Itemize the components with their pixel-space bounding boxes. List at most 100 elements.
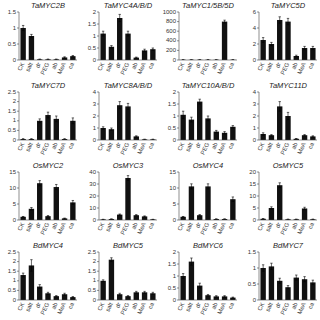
bar: [109, 129, 114, 140]
y-tick-label: 1.5: [168, 261, 177, 267]
subplot-title: OsMYC5: [273, 161, 304, 170]
error-bar: [199, 283, 201, 288]
error-bar: [232, 197, 234, 201]
subplot: BdMYC500.511.522.5CKsaltdrPEGabMeAca: [88, 241, 157, 316]
y-tick-label: 10: [249, 193, 256, 199]
bar: [29, 36, 34, 60]
y-tick-label: 15: [249, 181, 256, 187]
bar: [20, 275, 25, 300]
x-axis: [259, 140, 317, 141]
error-bar: [295, 55, 297, 57]
bar: [37, 121, 42, 140]
bar: [134, 292, 139, 300]
error-bar: [135, 291, 137, 293]
marks: [260, 17, 315, 60]
x-axis: [259, 220, 317, 221]
error-bar: [152, 292, 154, 294]
subplot-title: TaMYC11D: [269, 81, 308, 90]
error-bar: [72, 56, 74, 57]
x-tick-label: MeA: [136, 302, 147, 316]
error-bar: [270, 42, 272, 45]
error-bar: [312, 136, 314, 137]
y-tick-label: 2: [173, 89, 177, 95]
y-axis: [259, 12, 260, 60]
bar: [269, 44, 274, 60]
x-tick-label: ca: [307, 221, 315, 230]
marks: [260, 102, 315, 140]
y-tick-label: 6: [253, 9, 257, 15]
bar: [20, 28, 25, 60]
x-tick-label: ca: [147, 61, 155, 70]
y-tick-label: 2: [93, 9, 97, 15]
error-bar: [135, 136, 137, 137]
x-tick-label: salt: [104, 221, 114, 232]
error-bar: [303, 207, 305, 209]
bar: [180, 217, 185, 220]
bar: [302, 279, 307, 300]
y-tick-label: 0: [253, 297, 257, 303]
y-tick-label: 4: [253, 25, 257, 31]
y-axis: [99, 252, 100, 300]
bar: [205, 295, 210, 300]
subplot: BdMYC400.511.522.5CKsaltdrPEGabMeAca: [8, 241, 77, 316]
error-bar: [22, 216, 24, 218]
bar: [230, 127, 235, 140]
x-axis: [99, 140, 157, 141]
bar: [117, 215, 122, 220]
y-axis: [179, 172, 180, 220]
bar: [222, 296, 227, 300]
y-tick-label: 1.5: [168, 101, 177, 107]
bar: [214, 296, 219, 300]
error-bar: [110, 128, 112, 130]
y-tick-label: 1: [93, 125, 97, 131]
bar: [20, 217, 25, 220]
error-bar: [127, 296, 129, 297]
bar: [310, 136, 315, 140]
y-tick-label: 4: [93, 89, 97, 95]
error-bar: [215, 130, 217, 132]
x-tick-label: ca: [307, 141, 315, 150]
x-tick-label: salt: [264, 221, 274, 232]
x-tick-label: salt: [24, 141, 34, 152]
x-tick-label: ca: [307, 61, 315, 70]
y-axis: [99, 12, 100, 60]
error-bar: [262, 133, 264, 135]
marks: [260, 263, 315, 300]
error-bar: [127, 31, 129, 36]
bar: [260, 40, 265, 60]
x-tick-label: ca: [67, 301, 75, 310]
error-bar: [207, 294, 209, 295]
y-axis: [19, 92, 20, 140]
x-tick-label: salt: [184, 141, 194, 152]
error-bar: [135, 215, 137, 216]
marks: [100, 258, 155, 300]
y-tick-label: 0: [93, 137, 97, 143]
subplot: TaMYC1/5B/5D02004006008001000CKsaltdrPEG…: [163, 1, 237, 76]
x-tick-label: salt: [104, 61, 114, 72]
error-bar: [152, 48, 154, 50]
y-tick-label: 0.5: [248, 281, 257, 287]
error-bar: [279, 183, 281, 188]
error-bar: [72, 297, 74, 298]
error-bar: [199, 215, 201, 216]
x-tick-label: PEG: [200, 141, 211, 155]
x-tick-label: ca: [67, 221, 75, 230]
marks: [180, 20, 235, 60]
error-bar: [303, 135, 305, 136]
x-tick-label: PEG: [200, 61, 211, 75]
error-bar: [270, 207, 272, 209]
x-tick-label: PEG: [40, 301, 51, 315]
subplot: TaMYC4A/B/D00.511.52CKsaltdrPEGabMeAca: [88, 1, 157, 76]
error-bar: [287, 112, 289, 119]
y-tick-label: 40: [89, 169, 96, 175]
error-bar: [303, 277, 305, 282]
x-tick-label: MeA: [216, 222, 227, 236]
bar: [180, 276, 185, 300]
error-bar: [279, 102, 281, 112]
y-tick-label: 400: [166, 37, 177, 43]
y-tick-label: 0: [173, 297, 177, 303]
error-bar: [39, 181, 41, 186]
marks: [100, 176, 155, 220]
x-tick-label: ca: [227, 61, 235, 70]
bar: [54, 187, 59, 220]
